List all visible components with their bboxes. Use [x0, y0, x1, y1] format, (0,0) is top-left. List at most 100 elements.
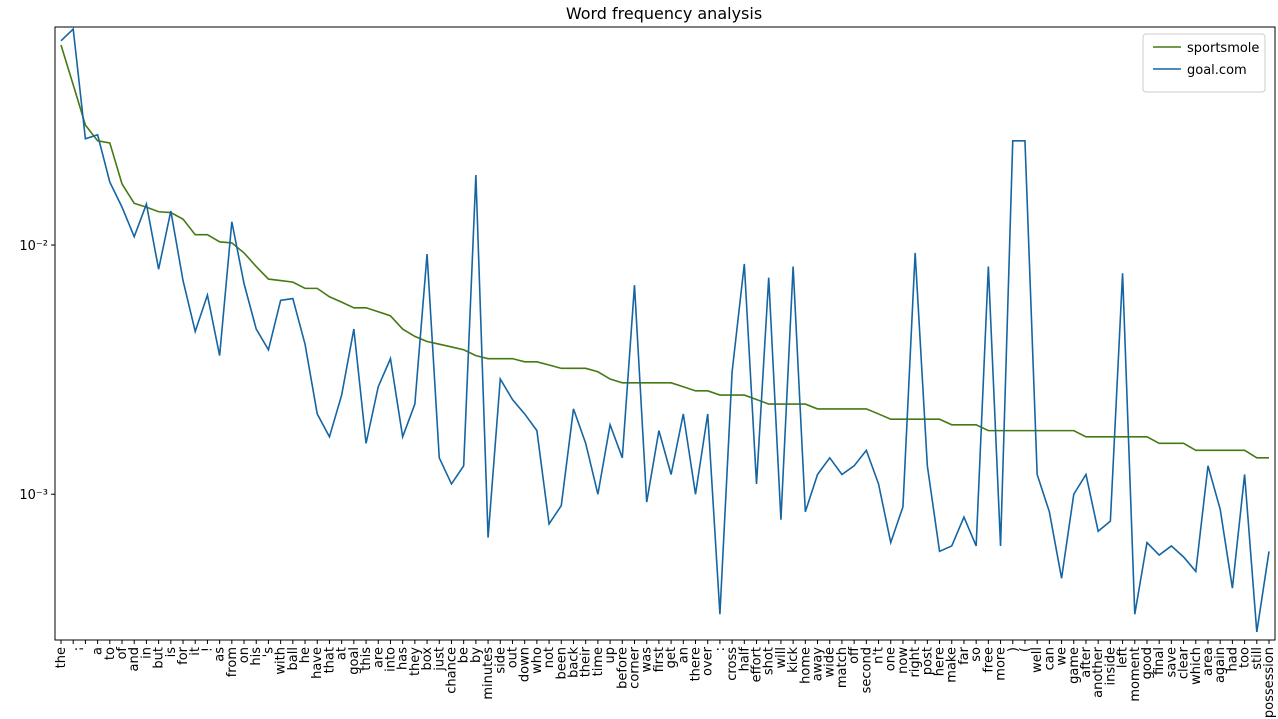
x-tick-label: effort — [750, 647, 765, 682]
x-tick-label: was — [640, 647, 655, 673]
x-tick-label: the — [54, 647, 69, 668]
x-tick-label: is — [164, 647, 179, 658]
x-tick-label: for — [176, 646, 191, 665]
x-tick-label: more — [994, 647, 1009, 681]
y-tick-label: 10⁻³ — [19, 488, 48, 503]
x-tick-label: his — [249, 647, 264, 666]
x-tick-label: . — [66, 647, 81, 651]
x-tick-label: there — [689, 647, 704, 681]
x-tick-label: match — [835, 647, 850, 688]
x-tick-label: ) — [1006, 647, 1021, 652]
x-tick-label: home — [798, 647, 813, 684]
x-tick-label: back — [566, 647, 581, 678]
x-tick-label: again — [1213, 647, 1228, 683]
x-tick-label: ( — [1018, 647, 1033, 652]
x-tick-label: in — [139, 647, 154, 659]
x-tick-label: up — [603, 647, 618, 664]
x-tick-label: away — [811, 647, 826, 682]
x-tick-label: left — [1116, 647, 1131, 668]
x-tick-label: a — [91, 647, 106, 655]
x-tick-label: side — [493, 647, 508, 674]
x-tick-label: will — [774, 647, 789, 668]
x-tick-label: by — [469, 647, 484, 663]
x-tick-label: from — [225, 647, 240, 677]
plot-frame — [54, 26, 1276, 641]
x-tick-label: be — [457, 647, 472, 663]
x-tick-label: kick — [786, 647, 801, 673]
x-tick-label: that — [322, 647, 337, 673]
chart-title: Word frequency analysis — [566, 4, 762, 23]
x-tick-label: box — [420, 647, 435, 671]
x-tick-label: make — [945, 647, 960, 683]
x-tick-label: ball — [286, 647, 301, 670]
x-tick-label: one — [884, 647, 899, 671]
x-tick-label: down — [518, 647, 533, 682]
x-tick-label: minutes — [481, 647, 496, 700]
x-tick-label: are — [371, 647, 386, 668]
x-tick-label: n't — [872, 647, 887, 664]
x-tick-label: as — [213, 647, 228, 662]
series-line — [60, 44, 1269, 459]
x-tick-label: goal — [347, 647, 362, 675]
x-tick-label: an — [676, 647, 691, 663]
x-tick-label: possession — [1262, 647, 1277, 718]
x-tick-label: well — [1030, 647, 1045, 673]
x-tick-label: ' — [78, 647, 93, 651]
x-tick-label: we — [1055, 647, 1070, 666]
series-line — [60, 27, 1270, 633]
x-tick-label: : — [713, 647, 728, 651]
x-tick-label: before — [615, 647, 630, 689]
x-tick-label: post — [920, 647, 935, 675]
x-tick-label: far — [957, 646, 972, 665]
x-tick-label: here — [933, 647, 948, 676]
x-tick-label: half — [737, 647, 752, 672]
x-tick-label: 's — [261, 647, 276, 658]
x-tick-label: into — [383, 647, 398, 672]
x-tick-label: cross — [725, 647, 740, 681]
legend-label: goal.com — [1187, 63, 1247, 78]
x-tick-label: wide — [823, 647, 838, 678]
x-tick-label: moment — [1128, 647, 1143, 702]
x-tick-label: can — [1042, 647, 1057, 670]
x-tick-label: save — [1164, 647, 1179, 677]
x-tick-label: on — [237, 647, 252, 663]
x-tick-label: of — [115, 647, 130, 660]
x-tick-label: but — [152, 647, 167, 669]
legend-box — [1142, 33, 1266, 93]
x-tick-label: just — [432, 647, 447, 672]
x-tick-label: has — [396, 647, 411, 670]
x-tick-label: second — [859, 647, 874, 693]
x-tick-label: this — [359, 647, 374, 671]
x-tick-label: out — [505, 647, 520, 668]
x-tick-label: to — [103, 647, 118, 660]
x-tick-label: free — [981, 647, 996, 673]
x-tick-label: clear — [1177, 646, 1192, 679]
x-tick-label: he — [298, 647, 313, 663]
x-tick-label: another — [1091, 646, 1106, 697]
x-tick-label: after — [1079, 646, 1094, 677]
x-tick-label: have — [310, 647, 325, 679]
x-tick-label: too — [1238, 647, 1253, 668]
x-tick-label: time — [591, 647, 606, 676]
x-tick-label: so — [969, 647, 984, 662]
legend-label: sportsmole — [1187, 41, 1259, 56]
x-tick-label: not — [542, 647, 557, 668]
x-tick-label: who — [530, 647, 545, 674]
x-tick-label: area — [1201, 647, 1216, 676]
x-tick-label: still — [1250, 647, 1265, 670]
y-tick-label: 10⁻² — [19, 239, 48, 254]
x-tick-label: inside — [1103, 647, 1118, 686]
x-tick-label: been — [554, 647, 569, 680]
x-tick-label: chance — [444, 647, 459, 694]
x-tick-label: corner — [627, 646, 642, 688]
x-tick-label: shot — [762, 647, 777, 675]
x-tick-label: their — [579, 646, 594, 677]
x-tick-label: had — [1225, 647, 1240, 671]
x-tick-label: over — [701, 646, 716, 676]
x-tick-label: which — [1189, 647, 1204, 685]
x-tick-label: get — [664, 647, 679, 668]
x-tick-label: off — [847, 646, 862, 664]
x-tick-label: now — [896, 647, 911, 674]
x-tick-label: ! — [200, 647, 215, 652]
